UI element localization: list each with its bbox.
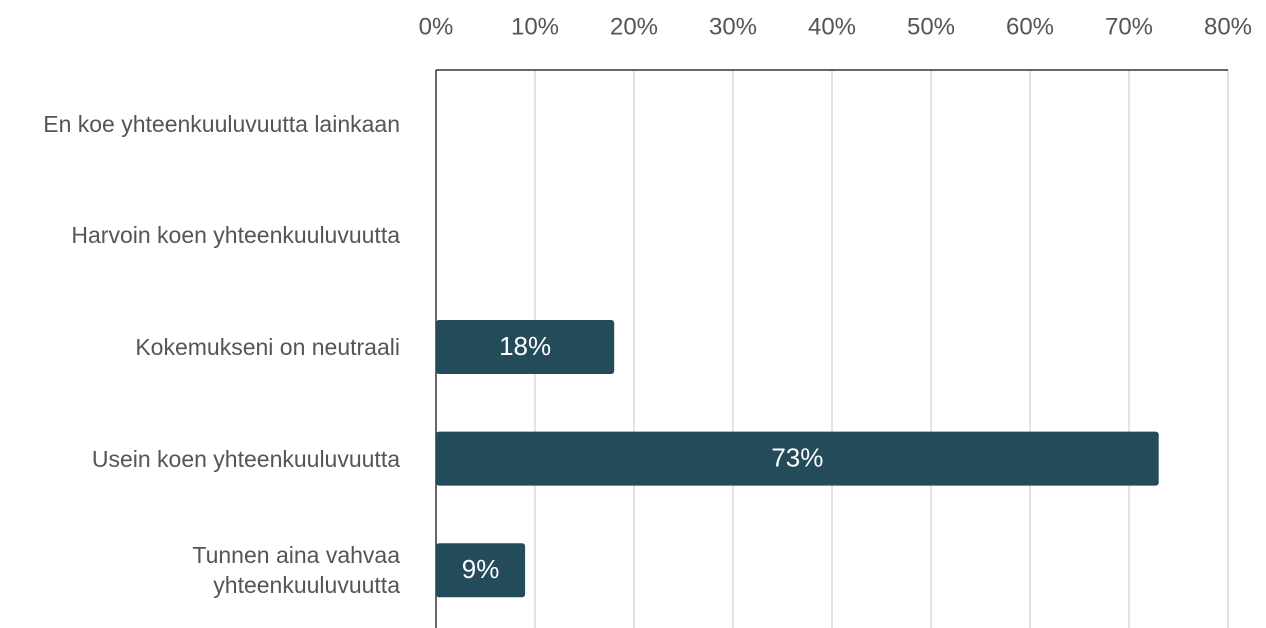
bar	[436, 320, 615, 374]
value-label: 73%	[771, 442, 823, 472]
x-tick-label: 10%	[511, 13, 559, 40]
x-tick-label: 60%	[1006, 13, 1054, 40]
y-tick-label: Usein koen yhteenkuuluvuutta	[91, 445, 400, 472]
x-tick-label: 80%	[1204, 13, 1252, 40]
x-tick-label: 70%	[1105, 13, 1153, 40]
value-label: 9%	[462, 554, 500, 584]
x-tick-label: 30%	[709, 13, 757, 40]
y-tick-label: Kokemukseni on neutraali	[135, 334, 400, 360]
y-tick-label: Harvoin koen yhteenkuuluvuutta	[71, 222, 400, 249]
value-label: 18%	[499, 331, 551, 361]
x-tick-label: 40%	[808, 13, 856, 40]
x-tick-label: 50%	[907, 13, 955, 40]
bar	[436, 431, 1159, 486]
bar	[436, 543, 526, 598]
y-tick-label: En koe yhteenkuuluvuutta lainkaan	[43, 110, 400, 137]
y-tick-label: Tunnen aina vahvaa yhteenkuuluvuutta	[192, 542, 400, 599]
x-tick-label: 20%	[610, 13, 658, 40]
x-tick-label: 0%	[419, 13, 454, 40]
